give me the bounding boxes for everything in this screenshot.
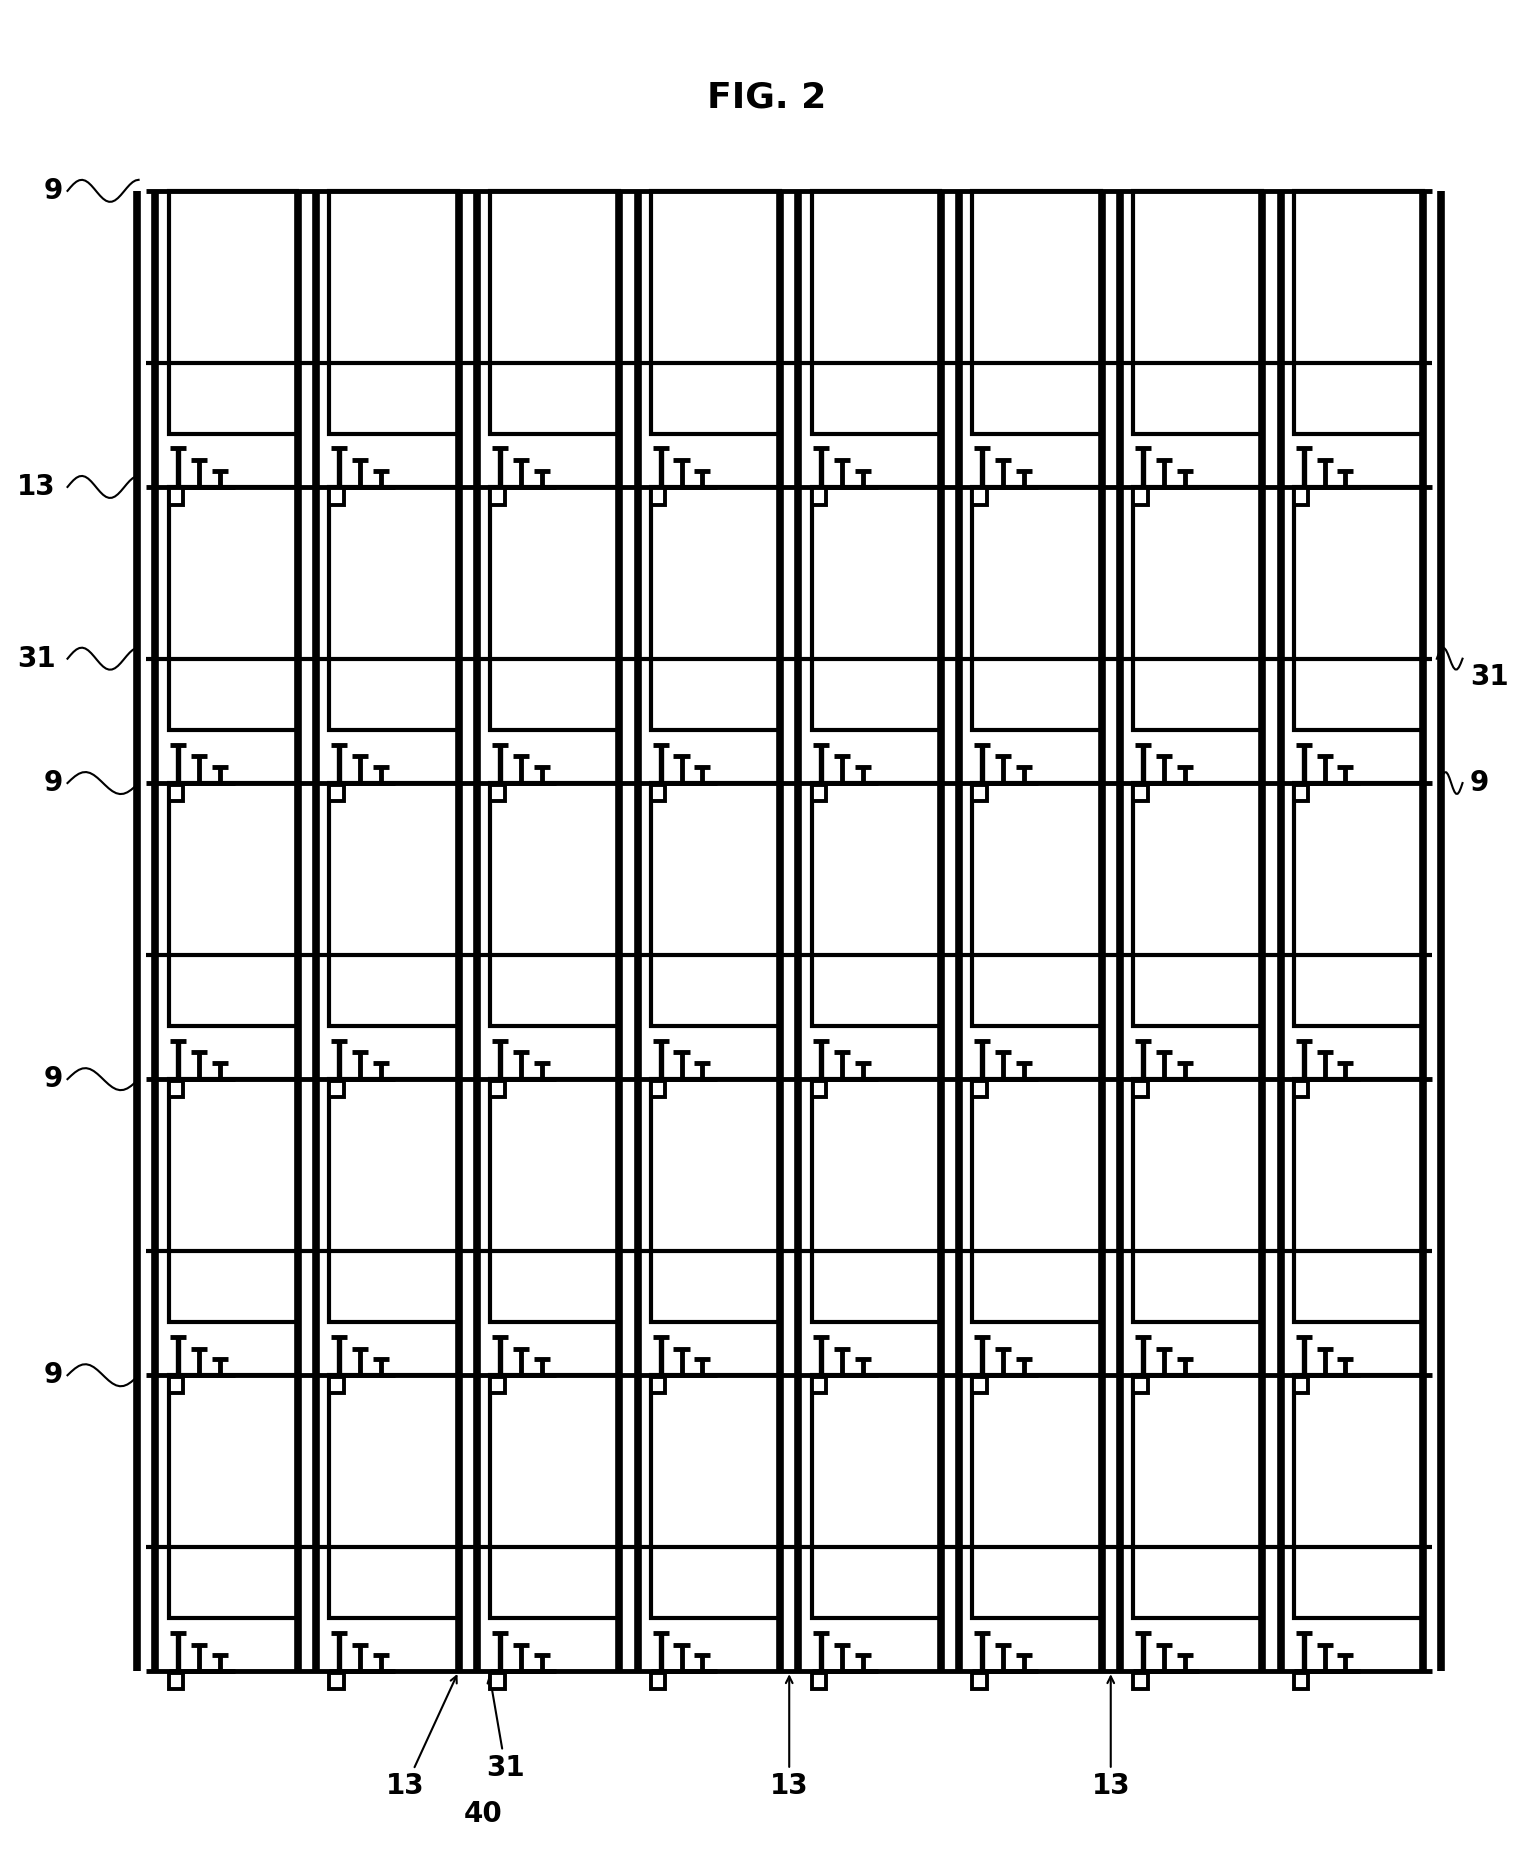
- Text: 31: 31: [17, 645, 55, 673]
- Bar: [650, 191, 780, 434]
- Bar: [812, 784, 941, 1027]
- Text: FIG. 2: FIG. 2: [707, 80, 826, 115]
- Bar: [973, 1673, 987, 1690]
- Bar: [1134, 1377, 1148, 1393]
- Bar: [1294, 1377, 1308, 1393]
- Bar: [490, 784, 505, 800]
- Bar: [650, 487, 780, 730]
- Bar: [168, 1078, 297, 1321]
- Bar: [329, 1673, 344, 1690]
- Bar: [490, 1375, 618, 1618]
- Bar: [1294, 1375, 1423, 1618]
- Text: 31: 31: [487, 1677, 525, 1783]
- Bar: [1134, 489, 1148, 504]
- Bar: [1134, 487, 1262, 730]
- Bar: [650, 489, 666, 504]
- Bar: [812, 1375, 941, 1618]
- Bar: [650, 784, 780, 1027]
- Bar: [490, 1080, 505, 1097]
- Bar: [1134, 784, 1262, 1027]
- Bar: [490, 784, 618, 1027]
- Bar: [329, 784, 344, 800]
- Bar: [490, 1377, 505, 1393]
- Bar: [329, 1078, 457, 1321]
- Bar: [1294, 1080, 1308, 1097]
- Bar: [1294, 784, 1308, 800]
- Bar: [650, 1375, 780, 1618]
- Text: 40: 40: [464, 1799, 502, 1829]
- Bar: [812, 1673, 826, 1690]
- Bar: [490, 489, 505, 504]
- Bar: [973, 1080, 987, 1097]
- Bar: [650, 1377, 666, 1393]
- Text: 13: 13: [17, 473, 55, 500]
- Bar: [1134, 1078, 1262, 1321]
- Bar: [1294, 1673, 1308, 1690]
- Bar: [650, 1080, 666, 1097]
- Bar: [812, 1377, 826, 1393]
- Bar: [168, 489, 184, 504]
- Bar: [168, 1377, 184, 1393]
- Bar: [812, 1078, 941, 1321]
- Bar: [1294, 1078, 1423, 1321]
- Bar: [168, 487, 297, 730]
- Bar: [812, 487, 941, 730]
- Text: 13: 13: [770, 1677, 808, 1801]
- Bar: [168, 1080, 184, 1097]
- Bar: [329, 487, 457, 730]
- Bar: [973, 1078, 1102, 1321]
- Bar: [329, 1080, 344, 1097]
- Bar: [973, 784, 987, 800]
- Bar: [1294, 191, 1423, 434]
- Bar: [168, 784, 297, 1027]
- Bar: [1134, 784, 1148, 800]
- Bar: [329, 191, 457, 434]
- Bar: [490, 1078, 618, 1321]
- Text: 9: 9: [44, 1362, 63, 1390]
- Bar: [490, 1673, 505, 1690]
- Bar: [650, 1673, 666, 1690]
- Bar: [812, 784, 826, 800]
- Bar: [490, 191, 618, 434]
- Text: 13: 13: [387, 1675, 457, 1801]
- Bar: [168, 191, 297, 434]
- Bar: [973, 487, 1102, 730]
- Bar: [812, 1080, 826, 1097]
- Bar: [973, 489, 987, 504]
- Bar: [650, 784, 666, 800]
- Text: 9: 9: [1470, 769, 1489, 797]
- Bar: [812, 191, 941, 434]
- Bar: [1294, 489, 1308, 504]
- Text: 31: 31: [1470, 663, 1509, 691]
- Bar: [329, 784, 457, 1027]
- Bar: [168, 1375, 297, 1618]
- Text: 9: 9: [44, 769, 63, 797]
- Bar: [1294, 487, 1423, 730]
- Bar: [973, 1377, 987, 1393]
- Bar: [1134, 1080, 1148, 1097]
- Bar: [490, 487, 618, 730]
- Bar: [973, 191, 1102, 434]
- Bar: [1134, 191, 1262, 434]
- Bar: [812, 489, 826, 504]
- Bar: [1134, 1673, 1148, 1690]
- Text: 9: 9: [44, 176, 63, 206]
- Bar: [329, 1375, 457, 1618]
- Bar: [1134, 1375, 1262, 1618]
- Bar: [973, 1375, 1102, 1618]
- Bar: [168, 784, 184, 800]
- Text: 9: 9: [44, 1065, 63, 1093]
- Bar: [1294, 784, 1423, 1027]
- Bar: [329, 1377, 344, 1393]
- Text: 13: 13: [1091, 1677, 1131, 1801]
- Bar: [973, 784, 1102, 1027]
- Bar: [168, 1673, 184, 1690]
- Bar: [329, 489, 344, 504]
- Bar: [650, 1078, 780, 1321]
